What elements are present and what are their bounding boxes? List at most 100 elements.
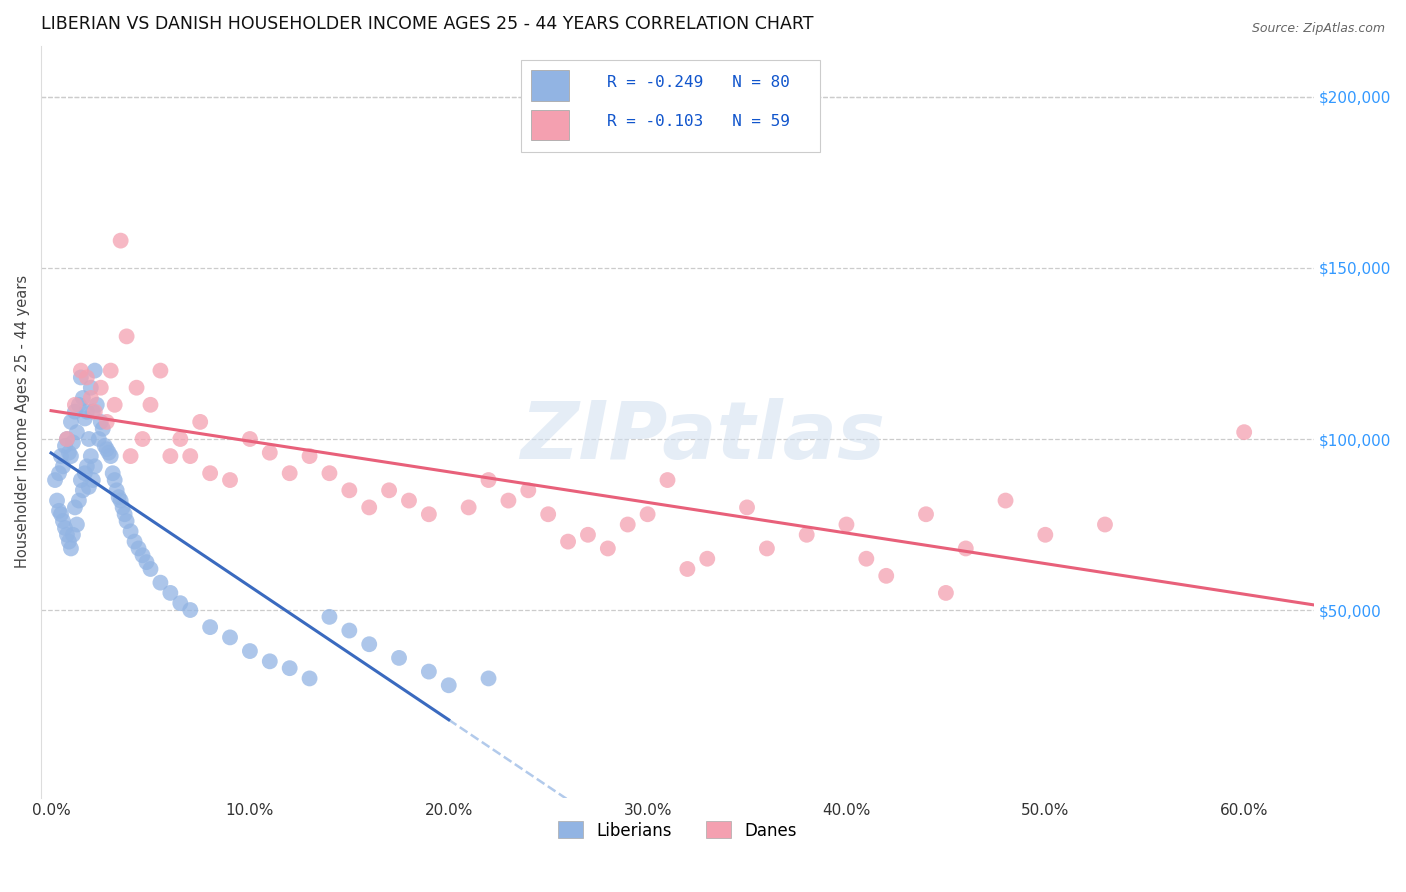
Point	[67, 493, 90, 508]
Text: ZIPatlas: ZIPatlas	[520, 398, 886, 476]
Text: R = -0.103   N = 59: R = -0.103 N = 59	[607, 114, 790, 129]
Point	[378, 483, 401, 498]
Point	[1033, 528, 1056, 542]
Point	[418, 508, 440, 522]
Point	[755, 541, 778, 556]
Point	[125, 381, 148, 395]
Point	[76, 404, 98, 418]
Point	[637, 508, 659, 522]
Point	[93, 439, 115, 453]
Point	[58, 534, 80, 549]
Point	[616, 517, 638, 532]
Point	[63, 500, 86, 515]
Point	[179, 603, 201, 617]
Point	[131, 432, 153, 446]
Point	[120, 524, 142, 539]
Point	[56, 528, 79, 542]
Point	[477, 672, 499, 686]
Point	[557, 534, 579, 549]
Point	[107, 490, 129, 504]
Point	[48, 504, 70, 518]
Point	[114, 508, 136, 522]
Point	[139, 562, 162, 576]
Point	[537, 508, 560, 522]
Point	[149, 363, 172, 377]
Point	[259, 445, 281, 459]
Point	[318, 610, 340, 624]
Point	[59, 541, 82, 556]
Point	[169, 432, 191, 446]
Point	[100, 363, 122, 377]
Point	[855, 551, 877, 566]
Point	[298, 672, 321, 686]
Point	[100, 449, 122, 463]
Point	[128, 541, 150, 556]
Point	[52, 459, 75, 474]
Point	[115, 514, 138, 528]
Point	[477, 473, 499, 487]
Point	[105, 483, 128, 498]
Point	[86, 398, 108, 412]
Point	[131, 549, 153, 563]
Point	[657, 473, 679, 487]
Point	[46, 493, 69, 508]
Point	[110, 234, 132, 248]
Text: Source: ZipAtlas.com: Source: ZipAtlas.com	[1251, 22, 1385, 36]
FancyBboxPatch shape	[531, 70, 569, 101]
Point	[124, 534, 146, 549]
Point	[994, 493, 1017, 508]
Point	[498, 493, 520, 508]
Point	[576, 528, 599, 542]
Point	[87, 432, 110, 446]
Point	[91, 422, 114, 436]
Point	[97, 445, 120, 459]
Point	[139, 398, 162, 412]
Text: R = -0.249   N = 80: R = -0.249 N = 80	[607, 75, 790, 90]
Point	[735, 500, 758, 515]
Point	[110, 493, 132, 508]
Point	[111, 500, 134, 515]
Y-axis label: Householder Income Ages 25 - 44 years: Householder Income Ages 25 - 44 years	[15, 276, 30, 568]
Point	[935, 586, 957, 600]
Point	[676, 562, 699, 576]
Point	[259, 654, 281, 668]
Point	[59, 415, 82, 429]
Legend: Liberians, Danes: Liberians, Danes	[551, 814, 803, 847]
Point	[239, 644, 262, 658]
Point	[62, 435, 84, 450]
Point	[169, 596, 191, 610]
Point	[359, 500, 381, 515]
Point	[418, 665, 440, 679]
Point	[83, 459, 105, 474]
Point	[58, 445, 80, 459]
Point	[115, 329, 138, 343]
Point	[52, 514, 75, 528]
Text: LIBERIAN VS DANISH HOUSEHOLDER INCOME AGES 25 - 44 YEARS CORRELATION CHART: LIBERIAN VS DANISH HOUSEHOLDER INCOME AG…	[41, 15, 814, 33]
Point	[104, 398, 127, 412]
Point	[72, 391, 94, 405]
Point	[318, 467, 340, 481]
Point	[80, 391, 103, 405]
Point	[278, 661, 301, 675]
FancyBboxPatch shape	[520, 60, 820, 152]
Point	[955, 541, 977, 556]
Point	[59, 449, 82, 463]
Point	[437, 678, 460, 692]
Point	[1233, 425, 1256, 439]
Point	[198, 467, 221, 481]
Point	[96, 442, 118, 457]
Point	[49, 508, 72, 522]
Point	[149, 575, 172, 590]
Point	[120, 449, 142, 463]
Point	[67, 398, 90, 412]
Point	[77, 432, 100, 446]
Point	[66, 517, 89, 532]
Point	[239, 432, 262, 446]
Point	[90, 415, 112, 429]
Point	[915, 508, 938, 522]
Point	[63, 404, 86, 418]
Point	[1094, 517, 1116, 532]
Point	[44, 473, 66, 487]
Point	[101, 467, 124, 481]
Point	[80, 449, 103, 463]
